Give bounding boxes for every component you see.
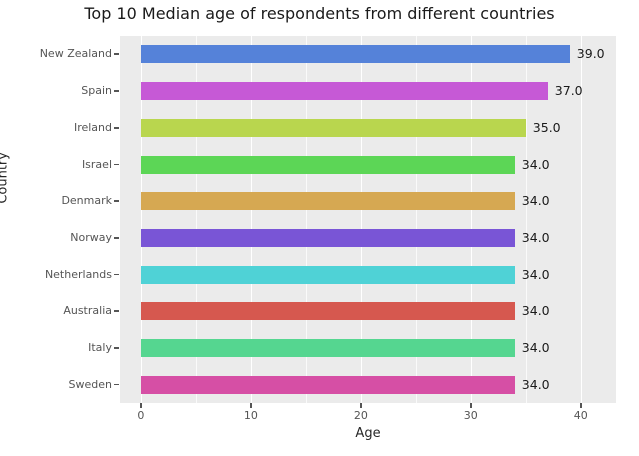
- y-tick-mark: [114, 383, 119, 386]
- bar-value-label: 34.0: [521, 376, 550, 392]
- x-tick-mark: [360, 403, 362, 408]
- major-gridline: [580, 36, 583, 403]
- major-gridline: [470, 36, 473, 403]
- bar-denmark: [140, 192, 515, 211]
- y-tick-label-italy: Italy: [88, 341, 112, 354]
- x-tick-mark: [250, 403, 252, 408]
- y-tick-mark: [114, 347, 119, 349]
- bar-ireland: [140, 118, 526, 137]
- x-tick-label-20: 20: [353, 409, 368, 422]
- y-tick-mark: [114, 273, 119, 276]
- y-tick-label-sweden: Sweden: [68, 377, 112, 391]
- y-tick-mark: [114, 200, 119, 202]
- bar-value-label: 37.0: [554, 83, 583, 99]
- y-tick-label-ireland: Ireland: [73, 120, 112, 134]
- y-tick-mark: [114, 310, 119, 313]
- major-gridline: [250, 36, 253, 403]
- x-tick-mark: [470, 403, 472, 408]
- major-gridline: [360, 36, 363, 403]
- bar-israel: [140, 155, 515, 174]
- y-tick-mark: [114, 90, 119, 92]
- bar-value-label: 34.0: [521, 229, 550, 245]
- x-tick-label-10: 10: [243, 409, 258, 422]
- bar-value-label: 39.0: [576, 46, 605, 62]
- y-tick-mark: [114, 53, 119, 56]
- y-tick-label-new-zealand: New Zealand: [39, 47, 112, 61]
- major-gridline: [140, 36, 143, 403]
- minor-gridline: [305, 36, 307, 403]
- x-axis-label: Age: [355, 426, 381, 441]
- minor-gridline: [525, 36, 527, 403]
- bar-australia: [140, 302, 515, 321]
- minor-gridline: [415, 36, 417, 403]
- x-tick-label-0: 0: [137, 409, 145, 422]
- y-tick-label-netherlands: Netherlands: [44, 267, 112, 281]
- minor-gridline: [195, 36, 197, 403]
- y-tick-label-denmark: Denmark: [61, 194, 112, 208]
- y-tick-label-australia: Australia: [63, 304, 112, 318]
- bar-value-label: 34.0: [521, 266, 550, 282]
- y-tick-label-norway: Norway: [70, 230, 112, 244]
- bar-value-label: 34.0: [521, 156, 550, 172]
- bar-sweden: [140, 375, 515, 394]
- y-tick-mark: [114, 163, 119, 166]
- bar-value-label: 34.0: [521, 193, 550, 209]
- bar-value-label: 35.0: [532, 119, 561, 135]
- y-tick-mark: [114, 236, 119, 239]
- x-tick-label-40: 40: [573, 409, 588, 422]
- x-tick-mark: [580, 403, 582, 408]
- chart-title: Top 10 Median age of respondents from di…: [84, 4, 555, 23]
- x-tick-mark: [140, 403, 142, 408]
- bar-norway: [140, 228, 515, 247]
- bar-netherlands: [140, 265, 515, 284]
- y-tick-label-israel: Israel: [81, 157, 112, 171]
- bar-new-zealand: [140, 45, 570, 64]
- y-tick-mark: [114, 126, 119, 129]
- y-axis-label: Country: [0, 152, 11, 204]
- bar-value-label: 34.0: [521, 340, 550, 355]
- bar-value-label: 34.0: [521, 303, 550, 319]
- bar-italy: [140, 339, 515, 357]
- y-tick-label-spain: Spain: [81, 84, 112, 98]
- x-tick-label-30: 30: [463, 409, 478, 422]
- bar-spain: [140, 82, 548, 101]
- plot-area: 39.0 37.0 35.0 34.0 34.0 34.0 34.0 34.0 34.0 34.0: [120, 36, 616, 403]
